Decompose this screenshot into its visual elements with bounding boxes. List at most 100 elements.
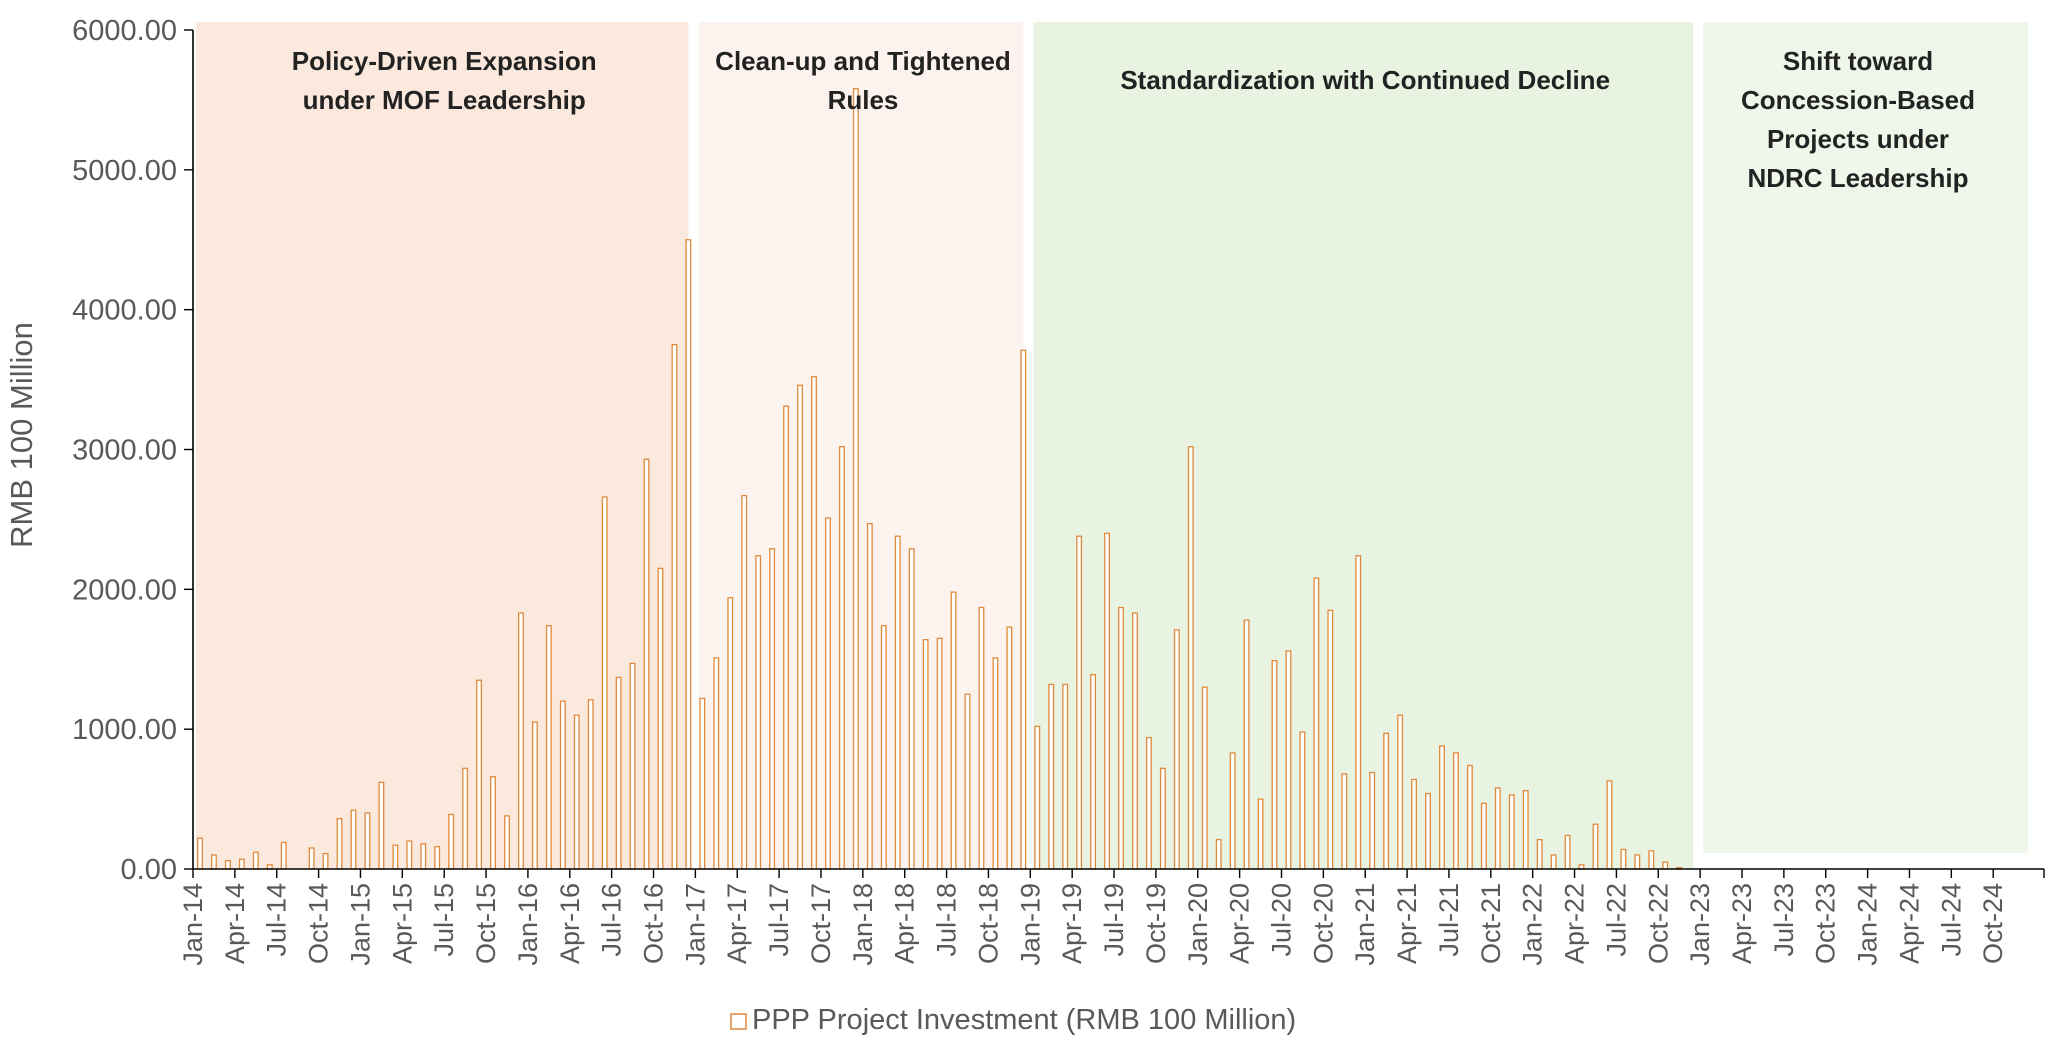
bar (448, 813, 455, 870)
bar (629, 662, 636, 870)
bar (434, 845, 441, 870)
phase-label-line: under MOF Leadership (303, 85, 586, 115)
x-tick-label: Oct-17 (806, 883, 836, 964)
phase-label-line: Projects under (1767, 124, 1949, 154)
bar (615, 676, 622, 870)
bar (197, 837, 203, 870)
legend: PPP Project Investment (RMB 100 Million) (730, 1004, 1296, 1036)
bar (559, 700, 566, 870)
y-tick-label: 3000.00 (72, 435, 177, 467)
x-tick-label: Oct-14 (304, 883, 334, 964)
phase-label-line: Clean-up and Tightened (715, 46, 1011, 76)
bar (825, 517, 831, 870)
bar (1299, 731, 1306, 870)
bar (978, 606, 985, 870)
bar (545, 625, 552, 870)
bar (657, 567, 664, 870)
bar (280, 841, 287, 870)
bar (1383, 732, 1390, 870)
y-axis-label: RMB 100 Million (4, 322, 39, 548)
bar (852, 88, 859, 870)
x-tick-label: Oct-22 (1643, 883, 1673, 964)
x-tick-label: Jul-22 (1601, 883, 1631, 957)
bar (1397, 714, 1404, 870)
bar (755, 555, 762, 870)
bar (964, 693, 971, 870)
bar (643, 458, 650, 870)
bar (1243, 619, 1250, 870)
phase-label-line: Shift toward (1783, 46, 1933, 76)
bar (936, 637, 943, 870)
bar (1592, 823, 1599, 870)
bar (1062, 683, 1069, 870)
bar (224, 859, 231, 870)
bar (1439, 745, 1445, 870)
bar (601, 496, 608, 870)
y-tick-label: 1000.00 (72, 714, 177, 746)
bar (252, 851, 259, 870)
bar (741, 494, 748, 870)
y-tick-label: 6000.00 (72, 15, 177, 47)
x-tick-label: Jul-17 (764, 883, 794, 957)
bar (1257, 798, 1264, 870)
phase-label-line: Policy-Driven Expansion (292, 46, 597, 76)
phase-band-1 (196, 22, 689, 869)
x-tick-label: Jan-19 (1015, 883, 1045, 966)
bar (1494, 787, 1501, 870)
bar (685, 239, 692, 870)
bar (1285, 650, 1292, 870)
bar (1173, 629, 1180, 870)
x-tick-label: Jul-24 (1936, 883, 1966, 957)
bar (713, 657, 720, 870)
legend-label: PPP Project Investment (RMB 100 Million) (752, 1004, 1296, 1036)
bar (1076, 535, 1083, 870)
bar (1313, 577, 1320, 870)
x-tick-label: Jan-17 (680, 883, 710, 966)
x-tick-label: Oct-20 (1308, 883, 1338, 964)
x-tick-label: Apr-24 (1895, 883, 1925, 964)
bar (1020, 349, 1027, 870)
x-tick-label: Jan-15 (346, 883, 376, 966)
phase-backgrounds (196, 22, 2028, 869)
bar (1034, 725, 1041, 870)
bar (1104, 532, 1110, 870)
bar (1411, 778, 1418, 870)
bar (587, 699, 594, 870)
x-tick-label: Apr-18 (890, 883, 920, 964)
x-tick-label: Oct-15 (471, 883, 501, 964)
phase-labels: Policy-Driven Expansion under MOF Leaders… (292, 46, 1975, 193)
bar (699, 697, 706, 870)
bar (1522, 790, 1529, 870)
x-tick-label: Jul-18 (932, 883, 962, 957)
phase-label-1: Policy-Driven Expansion under MOF Leaders… (292, 46, 597, 115)
bar (531, 721, 538, 870)
bar (1550, 854, 1557, 870)
y-tick-label: 0.00 (121, 854, 177, 886)
bar (1006, 626, 1013, 870)
legend-swatch (730, 1013, 747, 1030)
bar (1090, 673, 1097, 870)
bar (1201, 686, 1208, 870)
bar (1327, 609, 1334, 870)
x-tick-label: Oct-18 (973, 883, 1003, 964)
bar (1466, 764, 1473, 870)
bar (490, 776, 496, 870)
bar (783, 405, 790, 870)
bar (504, 815, 510, 870)
x-tick-label: Oct-19 (1141, 883, 1171, 964)
x-tick-label: Apr-15 (387, 883, 417, 964)
x-tick-label: Jan-20 (1183, 883, 1213, 966)
x-tick-label: Jan-21 (1350, 883, 1380, 966)
bar (1229, 752, 1236, 870)
bar (1508, 794, 1515, 870)
x-tick-label: Apr-23 (1727, 883, 1757, 964)
bar (1215, 838, 1222, 870)
bar (476, 679, 483, 870)
bar (573, 714, 580, 870)
phase-band-3 (1033, 22, 1694, 869)
bar (392, 844, 399, 870)
y-tick-label: 5000.00 (72, 155, 177, 187)
y-tick-label: 2000.00 (72, 574, 177, 606)
